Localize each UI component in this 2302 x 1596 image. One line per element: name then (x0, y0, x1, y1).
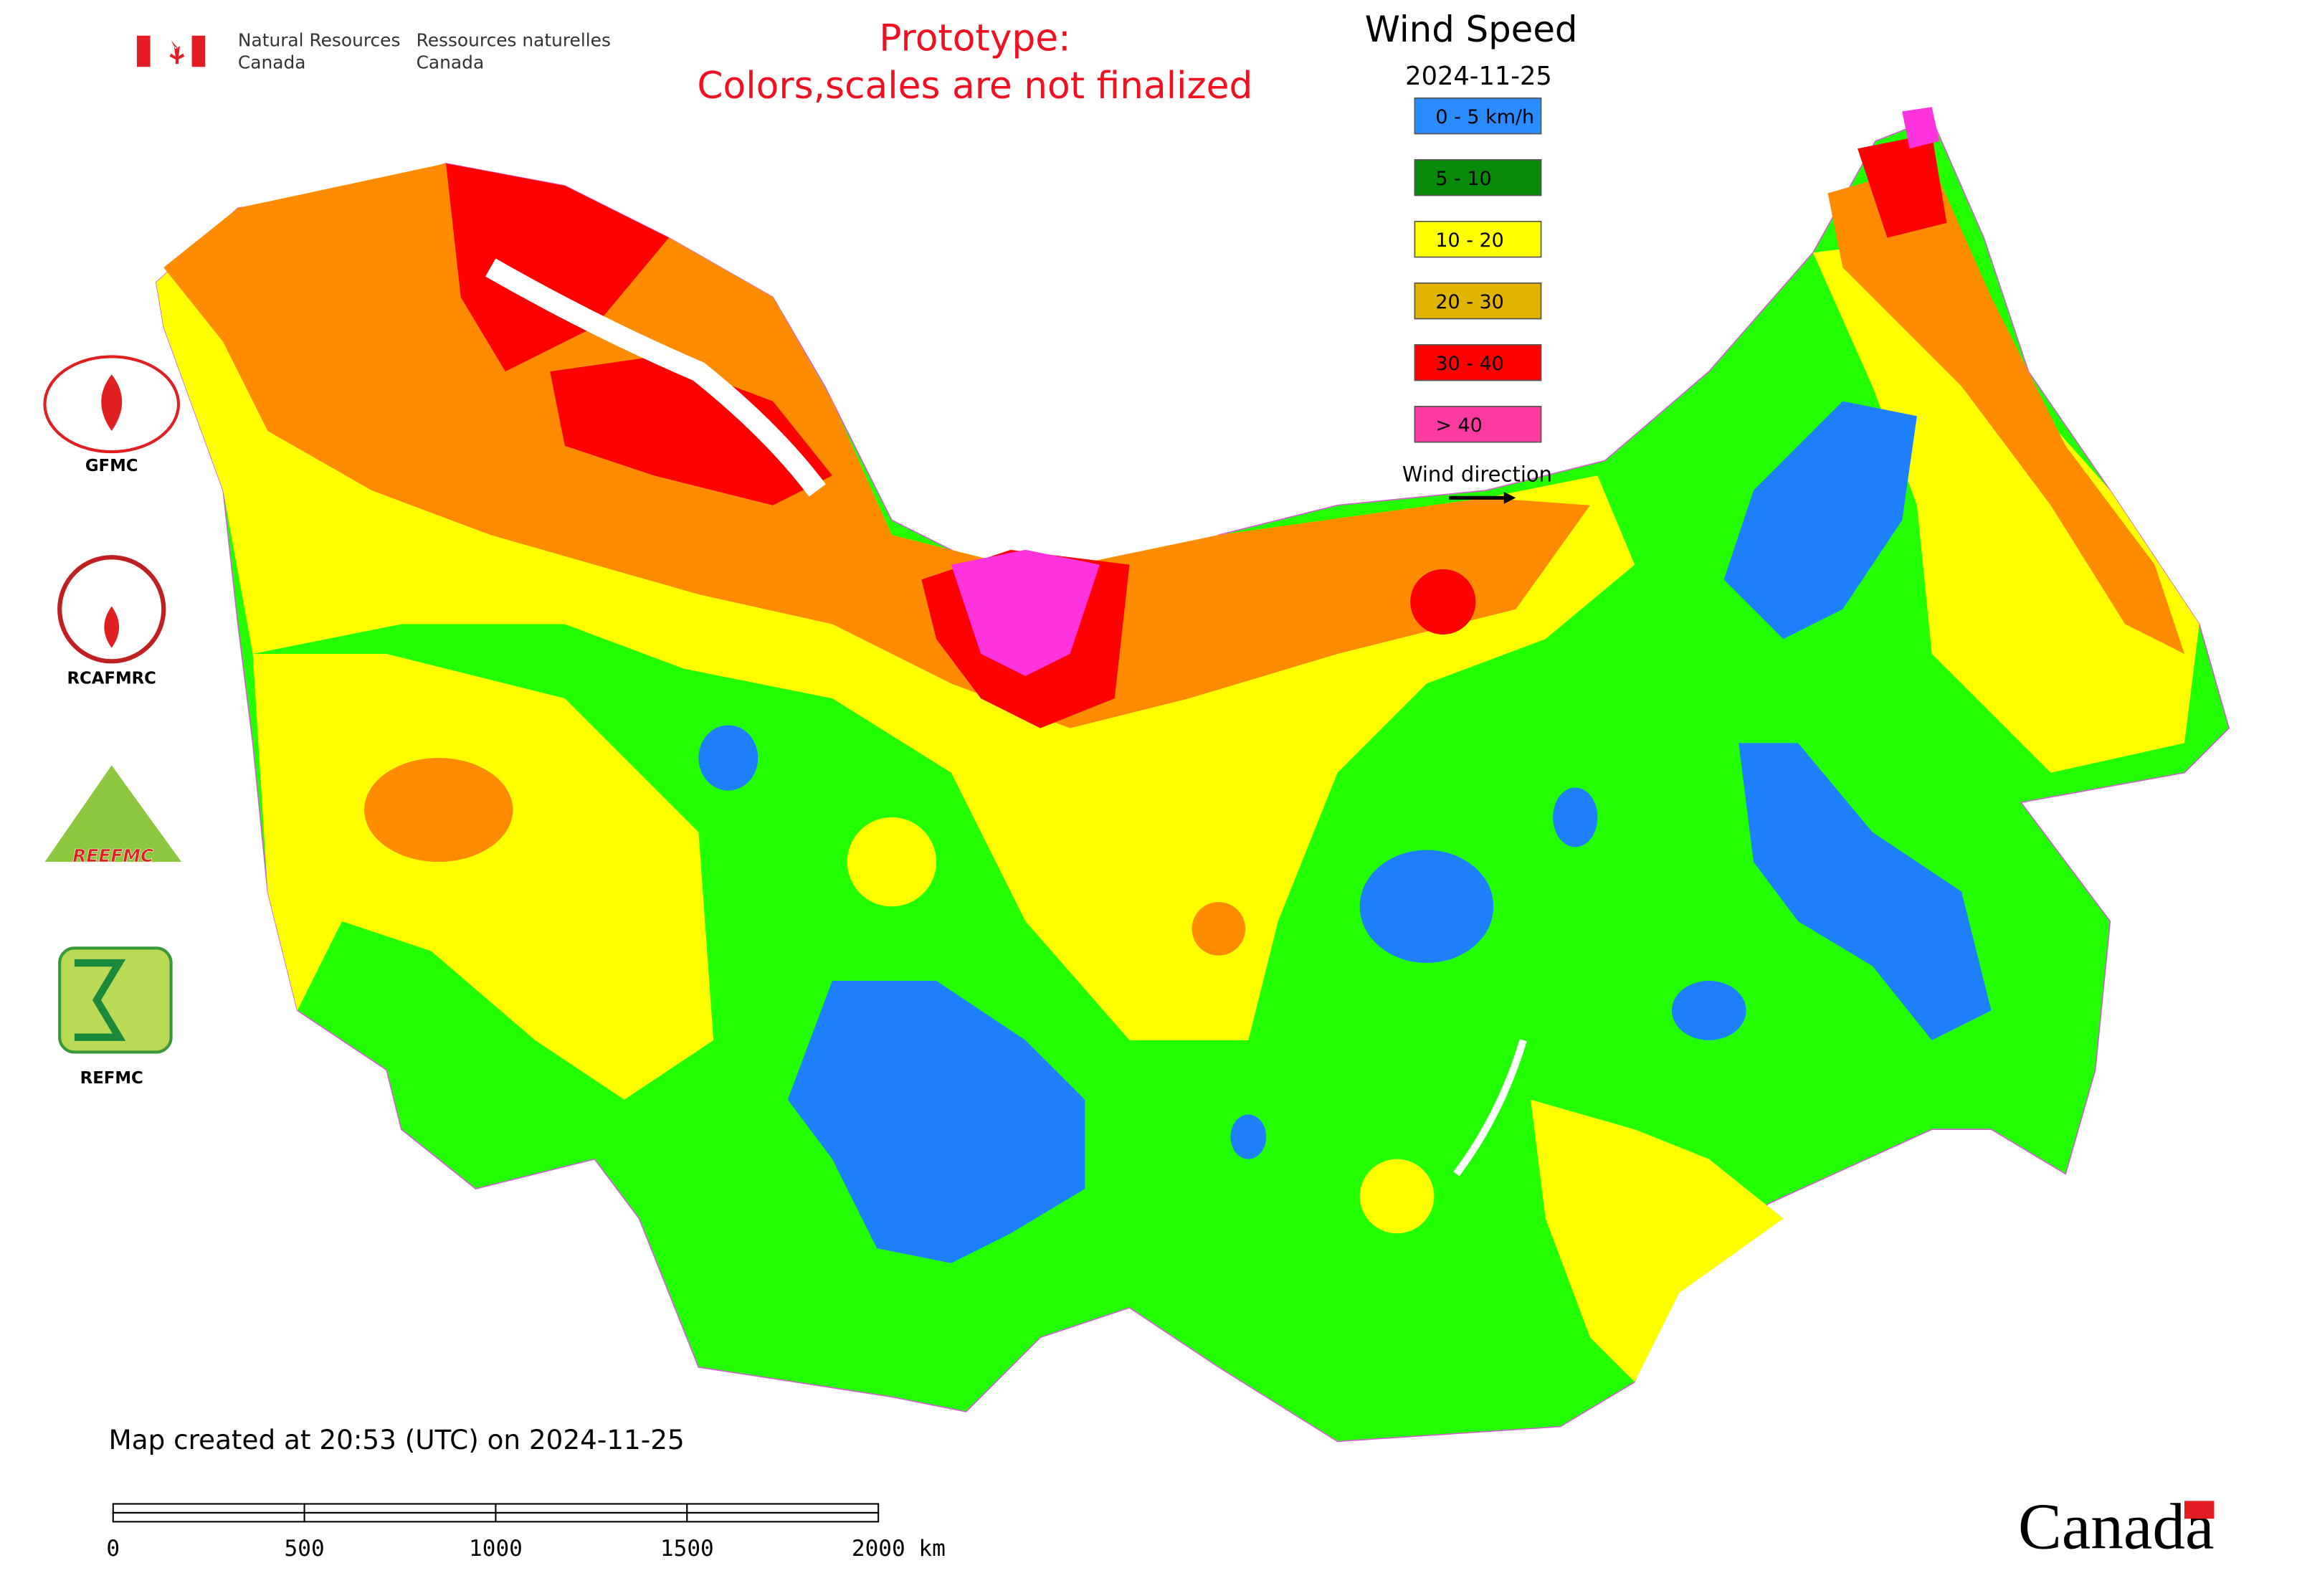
legend-title: Wind Speed (1365, 9, 1578, 50)
zone-0-5 (1671, 980, 1746, 1040)
scale-label: 1500 (660, 1536, 714, 1562)
flag-bar (136, 35, 151, 67)
water (485, 258, 826, 497)
zone-0-5 (1723, 401, 1917, 640)
legend-label: 5 - 10 (1435, 168, 1491, 190)
legend-label: 20 - 30 (1435, 291, 1503, 313)
logo-label: GFMC (85, 457, 138, 475)
notice: Colors,scales are not finalized (697, 65, 1252, 108)
agency-en: Natural Resources (238, 29, 401, 50)
logos: GFMC RCAFMRC REEFMC REFMC (43, 355, 182, 1088)
legend-swatch (1414, 158, 1542, 196)
scale-segment (495, 1511, 688, 1523)
refmc-logo (58, 946, 173, 1054)
wordmark-flag (2184, 1501, 2215, 1519)
logo-text: REEFMC (72, 845, 153, 866)
scale-segment (112, 1511, 305, 1523)
sigma (74, 959, 126, 1041)
scale-segment (303, 1503, 497, 1514)
legend-swatch (1414, 344, 1542, 381)
legend-swatch (1414, 406, 1542, 443)
legend-swatch (1414, 220, 1542, 258)
legend-label: 10 - 20 (1435, 229, 1503, 252)
canada-wordmark: Canada (2018, 1491, 2214, 1563)
zone-0-5 (787, 980, 1085, 1263)
flame (101, 374, 123, 432)
zone-10-20 (1812, 237, 2199, 773)
zone-0-5 (698, 725, 758, 791)
legend-label: 0 - 5 km/h (1435, 106, 1534, 128)
legend-swatch (1414, 97, 1542, 135)
flame (104, 606, 120, 648)
scale-label: 2000 km (852, 1536, 946, 1562)
wind-arrow-head (1503, 492, 1516, 504)
legend-swatch (1414, 282, 1542, 320)
zone-30-40 (1410, 569, 1476, 635)
logo-label: RCAFMRC (67, 669, 156, 688)
agency-fr: Canada (417, 52, 485, 72)
scale-segment (303, 1511, 497, 1523)
scale-segment (686, 1503, 880, 1514)
zone-20-30 (364, 758, 513, 863)
zone-30-40 (1858, 133, 1947, 238)
lake (1453, 1039, 1527, 1177)
wind-direction-label: Wind direction (1402, 462, 1552, 487)
zone-over-40 (1902, 107, 1940, 149)
map (155, 107, 2230, 1443)
zone-10-20 (1359, 1159, 1435, 1234)
legend-label: > 40 (1435, 414, 1482, 437)
scale-label: 500 (285, 1536, 325, 1562)
scale-label: 1000 (469, 1536, 523, 1562)
zone-over-40 (951, 549, 1100, 677)
zone-30-40 (446, 163, 669, 372)
zone-0-5 (1553, 787, 1598, 847)
legend-label: 30 - 40 (1435, 353, 1503, 375)
zone-10-20 (1531, 1099, 1784, 1382)
scale-segment (112, 1503, 305, 1514)
zone-10-20 (252, 653, 714, 1100)
scale-label: 0 (106, 1536, 120, 1562)
legend-date: 2024-11-25 (1405, 62, 1552, 91)
zone-20-30 (1827, 163, 2185, 654)
legend: Wind Speed 2024-11-25 Wind direction 0 -… (1365, 9, 1578, 504)
agency-signature: Natural Resources Canada Ressources natu… (136, 29, 611, 72)
zone-0-5 (1230, 1114, 1267, 1159)
agency-en: Canada (238, 52, 306, 72)
reefmc-logo (44, 765, 182, 863)
zone-10-20 (847, 817, 937, 907)
zone-30-40 (550, 356, 832, 505)
scale-segment (495, 1503, 688, 1514)
scale-bar: 0 500 1000 1500 2000 km (106, 1503, 946, 1562)
agency-fr: Ressources naturelles (417, 29, 611, 50)
zone-20-30 (1192, 902, 1246, 956)
scale-segment (686, 1511, 880, 1523)
maple-leaf (169, 39, 185, 65)
created-note: Map created at 20:53 (UTC) on 2024-11-25 (109, 1424, 685, 1455)
flag-bar (191, 35, 206, 67)
zone-0-5 (1359, 850, 1494, 964)
zone-0-5 (1739, 743, 1992, 1040)
gfmc-logo (43, 355, 181, 454)
logo-label: REFMC (80, 1069, 143, 1088)
notice: Prototype: (879, 16, 1070, 60)
